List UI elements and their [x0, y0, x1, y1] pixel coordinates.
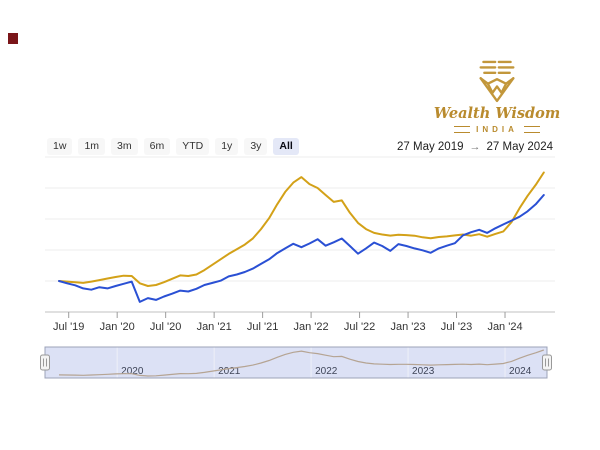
x-axis-label: Jul '22 [344, 321, 375, 333]
range-button-1m[interactable]: 1m [78, 138, 106, 155]
brand-name: Wealth Wisdom [433, 105, 561, 122]
lion-monogram-icon [479, 60, 515, 103]
to-date[interactable]: 27 May 2024 [486, 141, 554, 153]
x-axis-label: Jul '20 [150, 321, 181, 333]
navigator-year-label: 2022 [315, 366, 338, 377]
x-axis-label: Jan '21 [197, 321, 232, 333]
range-button-1y[interactable]: 1y [215, 138, 239, 155]
x-axis-label: Jan '20 [100, 321, 135, 333]
range-button-ytd[interactable]: YTD [176, 138, 210, 155]
date-range: 27 May 2019 → 27 May 2024 [397, 141, 553, 153]
blue-series-line [58, 194, 545, 303]
navigator-year-label: 2020 [121, 366, 144, 377]
x-axis-label: Jul '19 [53, 321, 84, 333]
navigator-left-handle[interactable] [40, 354, 50, 371]
range-button-all[interactable]: All [273, 138, 299, 155]
corner-red-marker [8, 33, 18, 44]
x-axis-label: Jan '23 [390, 321, 425, 333]
range-button-3y[interactable]: 3y [244, 138, 268, 155]
navigator-year-label: 2024 [509, 366, 532, 377]
right-rule-icon [523, 126, 540, 133]
range-button-1w[interactable]: 1w [47, 138, 73, 155]
x-axis-label: Jul '23 [441, 321, 472, 333]
range-button-3m[interactable]: 3m [111, 138, 138, 155]
x-axis-label: Jul '21 [247, 321, 278, 333]
brand-country: INDIA [476, 125, 518, 134]
arrow-right-icon: → [469, 141, 481, 153]
navigator-year-label: 2023 [412, 366, 435, 377]
gold-series-line [58, 171, 545, 287]
navigator-year-label: 2021 [218, 366, 241, 377]
range-button-6m[interactable]: 6m [143, 138, 171, 155]
x-axis-label: Jan '22 [294, 321, 329, 333]
range-selector: 1w 1m 3m 6m YTD 1y 3y All [47, 138, 299, 155]
from-date[interactable]: 27 May 2019 [397, 141, 464, 153]
navigator-right-handle[interactable] [542, 354, 552, 371]
brand-logo: Wealth Wisdom INDIA [427, 58, 567, 134]
navigator-series-line [58, 349, 544, 377]
left-rule-icon [454, 126, 471, 133]
x-axis-label: Jan '24 [487, 321, 522, 333]
